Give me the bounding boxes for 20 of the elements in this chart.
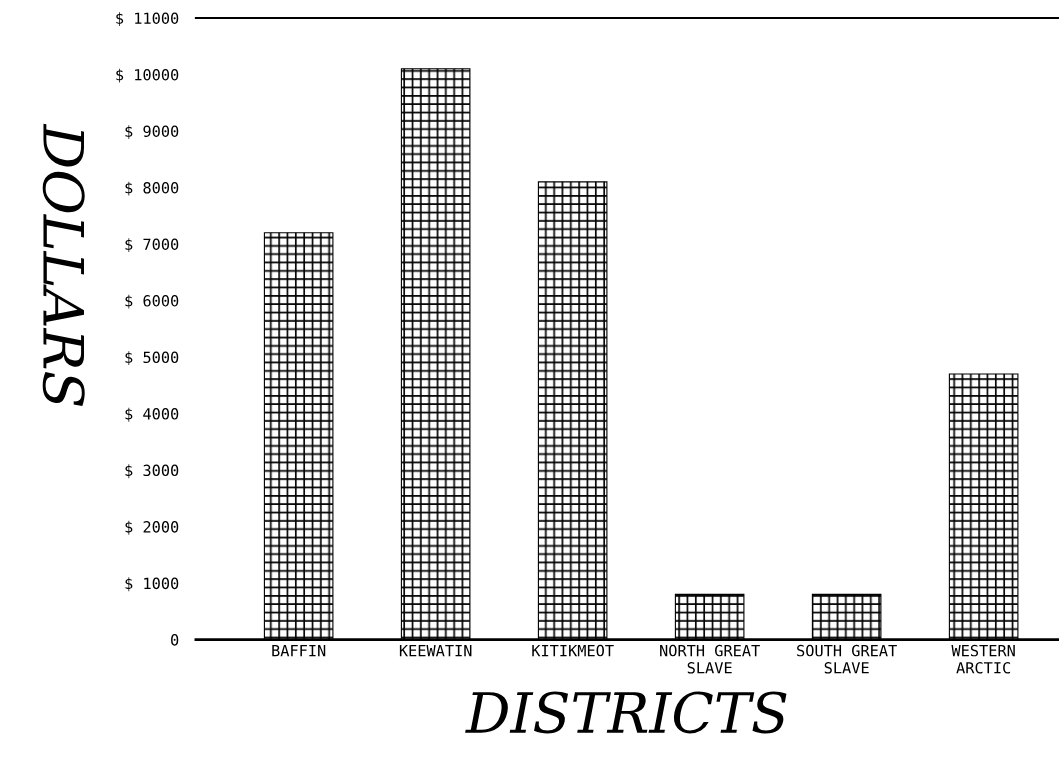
x-tick-label: KITIKMEOT	[532, 644, 614, 657]
y-tick-label: 0	[171, 634, 179, 646]
y-tick-label: $ 11000	[116, 12, 179, 27]
y-tick-label: $ 7000	[125, 238, 179, 253]
x-tick-label: WESTERN ARCTIC	[951, 644, 1015, 674]
y-tick-label: $ 5000	[125, 351, 179, 366]
y-tick-label: $ 10000	[116, 68, 179, 83]
y-tick-label: $ 1000	[125, 577, 179, 592]
y-tick-label: $ 6000	[125, 294, 179, 309]
x-tick-label: KEEWATIN	[399, 645, 472, 657]
y-tick-label: $ 3000	[125, 464, 179, 479]
y-tick-label: $ 9000	[125, 125, 179, 140]
x-tick-label: NORTH GREAT SLAVE	[660, 644, 760, 674]
x-tick-label: BAFFIN	[272, 645, 326, 657]
x-axis-title: DISTRICTS	[465, 691, 787, 734]
y-tick-label: $ 4000	[125, 407, 179, 422]
y-tick-label: $ 8000	[125, 181, 179, 196]
x-tick-label: SOUTH GREAT SLAVE	[797, 644, 897, 674]
y-axis-title: DOLLARS	[42, 123, 85, 407]
y-tick-label: $ 2000	[125, 520, 179, 535]
